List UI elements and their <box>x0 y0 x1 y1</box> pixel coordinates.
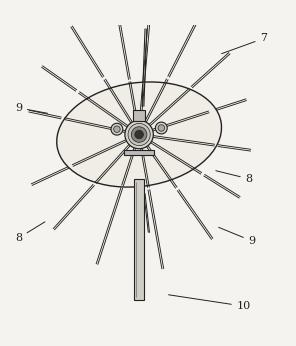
Text: 8: 8 <box>216 171 253 184</box>
Text: 8: 8 <box>15 222 45 243</box>
Bar <box>124 149 154 155</box>
Text: 10: 10 <box>168 295 251 311</box>
Circle shape <box>135 130 143 139</box>
Text: 9: 9 <box>219 227 256 246</box>
Text: 7: 7 <box>222 33 268 54</box>
Circle shape <box>131 127 147 142</box>
Ellipse shape <box>57 82 221 187</box>
Circle shape <box>114 126 120 133</box>
Bar <box>134 179 144 300</box>
Circle shape <box>155 122 167 134</box>
Bar <box>133 110 145 121</box>
Circle shape <box>128 124 150 146</box>
Circle shape <box>125 120 153 149</box>
Circle shape <box>111 123 123 135</box>
Circle shape <box>158 125 165 131</box>
Text: 9: 9 <box>15 103 48 113</box>
